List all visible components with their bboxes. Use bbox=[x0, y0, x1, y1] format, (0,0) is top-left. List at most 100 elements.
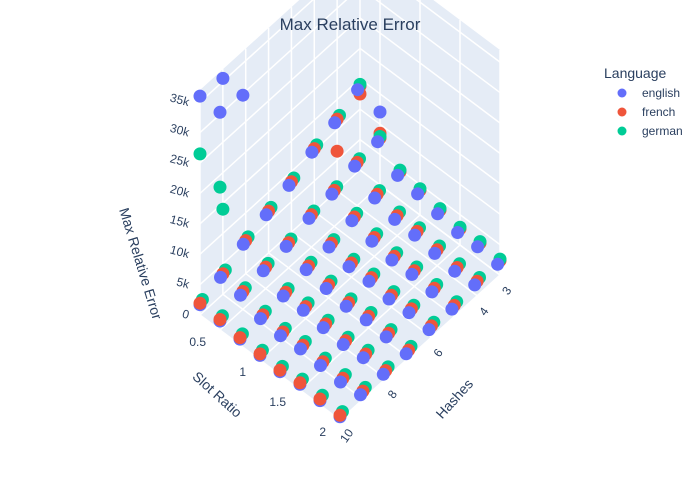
point-english bbox=[305, 145, 319, 159]
point-english bbox=[259, 208, 273, 222]
z-tick-label: 25k bbox=[169, 151, 192, 170]
z-gridline bbox=[359, 78, 501, 185]
point-english bbox=[382, 292, 396, 306]
point-english bbox=[294, 342, 307, 356]
point-english bbox=[236, 237, 250, 251]
point-english bbox=[411, 187, 425, 201]
point-english bbox=[322, 240, 336, 254]
point-english bbox=[388, 212, 402, 226]
point-english bbox=[376, 367, 390, 381]
z-gridline bbox=[375, 0, 501, 94]
legend-label: english bbox=[642, 86, 680, 100]
legend-title: Language bbox=[604, 65, 667, 81]
point-english bbox=[336, 338, 350, 351]
legend-marker bbox=[617, 126, 627, 136]
point-english bbox=[325, 187, 339, 201]
point-english bbox=[342, 260, 356, 274]
point-english bbox=[279, 239, 293, 253]
point-english bbox=[405, 267, 419, 281]
point-french bbox=[193, 296, 207, 310]
z-tick-label: 10k bbox=[169, 243, 192, 262]
point-english bbox=[468, 278, 482, 292]
point-english bbox=[214, 270, 227, 284]
point-english bbox=[428, 246, 442, 260]
point-english bbox=[274, 329, 287, 343]
legend-marker bbox=[617, 88, 627, 98]
z-tick-label: 35k bbox=[169, 91, 192, 110]
z-gridline bbox=[199, 108, 361, 255]
x-gridline bbox=[290, 231, 432, 338]
x-tick-label: 3 bbox=[499, 284, 514, 298]
point-english bbox=[391, 168, 405, 182]
y-tick-label: 2 bbox=[319, 425, 326, 439]
z-tick-label: 0 bbox=[181, 307, 191, 322]
point-english bbox=[402, 306, 416, 320]
point-english bbox=[425, 285, 439, 299]
point-german bbox=[193, 147, 207, 161]
point-french bbox=[273, 363, 287, 377]
point-english bbox=[254, 312, 267, 326]
legend-item-english[interactable]: english bbox=[617, 86, 681, 100]
legend-marker bbox=[617, 107, 627, 117]
x-tick-label: 6 bbox=[431, 346, 446, 360]
point-english bbox=[471, 240, 485, 254]
point-english bbox=[373, 105, 387, 119]
y-tick-label: 1.5 bbox=[269, 395, 286, 409]
point-english bbox=[299, 263, 313, 277]
z-gridline bbox=[359, 17, 501, 124]
point-english bbox=[356, 351, 370, 365]
z-gridline bbox=[359, 47, 501, 154]
point-english bbox=[314, 359, 327, 372]
point-english bbox=[448, 264, 462, 278]
point-english bbox=[431, 207, 445, 221]
point-english bbox=[359, 313, 373, 327]
point-english bbox=[296, 303, 310, 317]
z-gridline bbox=[359, 108, 501, 215]
point-english bbox=[316, 321, 330, 335]
point-french bbox=[333, 408, 347, 422]
point-english bbox=[234, 288, 247, 302]
point-english bbox=[422, 323, 436, 337]
x-gridline bbox=[313, 210, 455, 318]
point-english bbox=[302, 211, 316, 225]
point-french bbox=[233, 331, 247, 345]
back-wall-left bbox=[200, 0, 360, 315]
x-tick-label: 8 bbox=[385, 387, 400, 401]
z-tick-label: 20k bbox=[169, 182, 192, 201]
legend-label: french bbox=[642, 105, 675, 119]
point-english bbox=[276, 289, 290, 303]
point-english bbox=[236, 88, 250, 102]
point-english bbox=[399, 347, 413, 361]
point-german bbox=[213, 180, 227, 194]
chart-title: Max Relative Error bbox=[280, 15, 421, 34]
point-french bbox=[330, 144, 344, 158]
point-english bbox=[351, 83, 365, 97]
point-english bbox=[379, 330, 393, 344]
point-french bbox=[253, 347, 267, 361]
point-english bbox=[216, 71, 230, 85]
z-gridline bbox=[359, 138, 501, 246]
back-wall-right bbox=[360, 0, 500, 275]
legend[interactable]: Language english french german bbox=[604, 65, 683, 138]
z-gridline bbox=[199, 139, 361, 286]
point-german bbox=[216, 202, 230, 216]
point-english bbox=[345, 214, 359, 228]
z-gridline bbox=[199, 78, 361, 225]
legend-item-german[interactable]: german bbox=[617, 124, 683, 138]
point-english bbox=[371, 135, 385, 149]
x-axis-label: Hashes bbox=[432, 376, 476, 422]
point-english bbox=[445, 302, 459, 316]
z-tick-label: 15k bbox=[169, 212, 192, 231]
point-english bbox=[328, 116, 342, 130]
point-english bbox=[451, 226, 465, 239]
point-french bbox=[293, 376, 307, 390]
y-tick-label: 1 bbox=[239, 365, 246, 379]
z-tick-label: 5k bbox=[175, 275, 192, 292]
y-axis-label: Slot Ratio bbox=[189, 368, 245, 421]
point-english bbox=[362, 274, 376, 288]
point-english bbox=[334, 375, 347, 389]
legend-item-french[interactable]: french bbox=[617, 105, 676, 119]
point-english bbox=[282, 178, 296, 192]
y-tick-label: 0.5 bbox=[189, 335, 206, 349]
